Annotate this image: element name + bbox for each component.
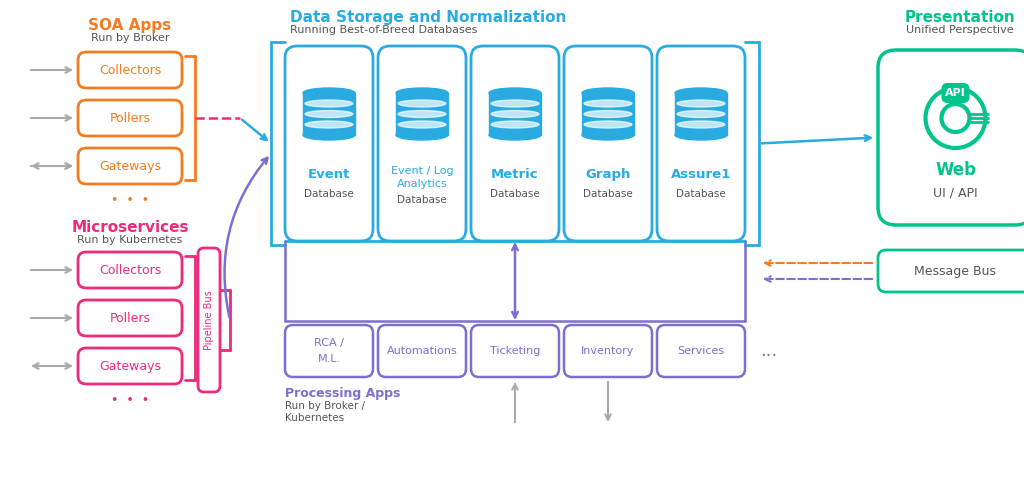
Text: Unified Perspective: Unified Perspective (906, 25, 1014, 35)
Text: Database: Database (397, 195, 446, 205)
Ellipse shape (492, 121, 539, 128)
Text: •  •  •: • • • (111, 194, 150, 207)
Text: M.L.: M.L. (317, 354, 341, 364)
Bar (582, 93, 634, 135)
Bar (489, 93, 541, 135)
Ellipse shape (584, 111, 632, 118)
Ellipse shape (677, 121, 725, 128)
Ellipse shape (398, 121, 445, 128)
FancyBboxPatch shape (471, 46, 559, 241)
Text: Event / Log: Event / Log (391, 166, 454, 176)
Ellipse shape (492, 100, 539, 107)
Text: Graph: Graph (586, 168, 631, 180)
Ellipse shape (305, 100, 353, 107)
Text: Pipeline Bus: Pipeline Bus (204, 290, 214, 350)
Text: Run by Kubernetes: Run by Kubernetes (78, 235, 182, 245)
Ellipse shape (396, 88, 449, 98)
Text: Presentation: Presentation (904, 10, 1016, 25)
Text: Collectors: Collectors (99, 264, 161, 276)
Text: Run by Broker /
Kubernetes: Run by Broker / Kubernetes (285, 401, 365, 422)
Ellipse shape (582, 88, 634, 98)
Text: Message Bus: Message Bus (914, 265, 996, 277)
Ellipse shape (489, 130, 541, 140)
Ellipse shape (303, 130, 355, 140)
Text: Database: Database (583, 189, 633, 199)
FancyBboxPatch shape (285, 325, 373, 377)
Text: Web: Web (935, 161, 976, 179)
Ellipse shape (398, 100, 445, 107)
FancyBboxPatch shape (198, 248, 220, 392)
Text: RCA /: RCA / (314, 338, 344, 348)
FancyBboxPatch shape (657, 325, 745, 377)
Text: SOA Apps: SOA Apps (88, 18, 172, 33)
Text: Pollers: Pollers (110, 312, 151, 324)
FancyBboxPatch shape (78, 300, 182, 336)
FancyBboxPatch shape (285, 46, 373, 241)
Ellipse shape (398, 111, 445, 118)
Ellipse shape (675, 88, 727, 98)
Text: Event: Event (308, 168, 350, 180)
FancyBboxPatch shape (78, 348, 182, 384)
FancyBboxPatch shape (78, 100, 182, 136)
Text: •  •  •: • • • (111, 394, 150, 407)
Text: Gateways: Gateways (99, 360, 161, 372)
Text: Database: Database (676, 189, 726, 199)
Text: Ticketing: Ticketing (489, 346, 541, 356)
FancyBboxPatch shape (378, 325, 466, 377)
Ellipse shape (492, 111, 539, 118)
Text: Inventory: Inventory (582, 346, 635, 356)
FancyBboxPatch shape (378, 46, 466, 241)
Text: Pollers: Pollers (110, 112, 151, 124)
Text: UI / API: UI / API (933, 187, 978, 199)
Bar (675, 93, 727, 135)
FancyBboxPatch shape (78, 148, 182, 184)
Text: Running Best-of-Breed Databases: Running Best-of-Breed Databases (290, 25, 477, 35)
FancyBboxPatch shape (78, 52, 182, 88)
FancyBboxPatch shape (471, 325, 559, 377)
Ellipse shape (489, 88, 541, 98)
Text: Database: Database (490, 189, 540, 199)
Ellipse shape (584, 100, 632, 107)
Ellipse shape (584, 121, 632, 128)
FancyBboxPatch shape (878, 250, 1024, 292)
Text: Collectors: Collectors (99, 64, 161, 76)
Ellipse shape (582, 130, 634, 140)
Text: API: API (945, 88, 966, 98)
Text: ...: ... (760, 342, 777, 360)
Ellipse shape (305, 121, 353, 128)
Ellipse shape (677, 111, 725, 118)
Ellipse shape (677, 100, 725, 107)
Text: Microservices: Microservices (72, 220, 188, 235)
Text: Automations: Automations (387, 346, 458, 356)
FancyBboxPatch shape (564, 46, 652, 241)
Text: Assure1: Assure1 (671, 168, 731, 180)
Ellipse shape (303, 88, 355, 98)
Text: Metric: Metric (492, 168, 539, 180)
Text: Gateways: Gateways (99, 160, 161, 172)
Text: Services: Services (678, 346, 725, 356)
Bar (396, 93, 449, 135)
FancyBboxPatch shape (564, 325, 652, 377)
Text: Data Storage and Normalization: Data Storage and Normalization (290, 10, 566, 25)
Text: Processing Apps: Processing Apps (285, 387, 400, 400)
Text: Run by Broker: Run by Broker (91, 33, 169, 43)
Text: Database: Database (304, 189, 354, 199)
Text: Analytics: Analytics (396, 179, 447, 189)
Ellipse shape (675, 130, 727, 140)
Bar (303, 93, 355, 135)
FancyBboxPatch shape (657, 46, 745, 241)
FancyBboxPatch shape (78, 252, 182, 288)
FancyBboxPatch shape (878, 50, 1024, 225)
Ellipse shape (396, 130, 449, 140)
Ellipse shape (305, 111, 353, 118)
FancyBboxPatch shape (941, 83, 970, 103)
